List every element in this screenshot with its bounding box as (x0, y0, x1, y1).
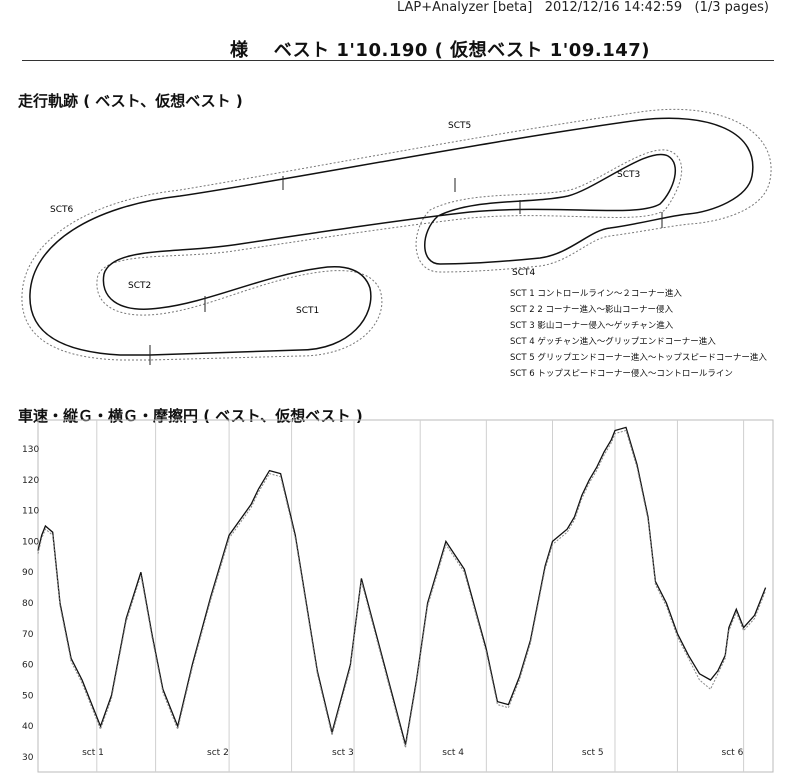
legend-item: SCT 3 影山コーナー侵入～ゲッチャン進入 (510, 321, 674, 331)
x-sector-label: sct 3 (332, 748, 354, 758)
sector-label-1: SCT1 (296, 306, 319, 316)
y-tick-label: 50 (22, 691, 34, 701)
legend-item: SCT 5 グリップエンドコーナー進入～トップスピードコーナー進入 (510, 353, 767, 363)
track-heading: 走行軌跡 ( ベスト、仮想ベスト ) (18, 92, 243, 110)
y-tick-label: 70 (22, 630, 34, 640)
sector-legend: SCT 1 コントロールライン～２コーナー進入 SCT 2 2 コーナー進入～影… (510, 286, 767, 382)
y-tick-label: 40 (22, 722, 34, 732)
sector-label-4: SCT4 (512, 268, 535, 278)
y-tick-label: 60 (22, 661, 34, 671)
app-name: LAP+Analyzer [beta] (396, 0, 533, 15)
speed-series-line-1 (37, 426, 767, 745)
legend-item: SCT 6 トップスピードコーナー侵入～コントロールライン (510, 369, 733, 379)
legend-item: SCT 1 コントロールライン～２コーナー進入 (510, 289, 682, 299)
sector-label-6: SCT6 (50, 205, 73, 215)
track-path-virtual (21, 108, 772, 361)
y-tick-label: 90 (22, 568, 34, 578)
legend-item: SCT 2 2 コーナー進入～影山コーナー侵入 (510, 305, 673, 315)
title-underline (22, 60, 774, 61)
y-tick-label: 120 (22, 476, 39, 486)
page-header: LAP+Analyzer [beta] 2012/12/16 14:42:59 … (397, 0, 769, 15)
page-count: (1/3 pages) (694, 0, 769, 15)
plot-frame (37, 419, 774, 773)
x-sector-label: sct 2 (207, 748, 229, 758)
legend-item: SCT 4 ゲッチャン進入～グリップエンドコーナー進入 (510, 337, 716, 347)
x-sector-label: sct 1 (82, 748, 104, 758)
y-tick-label: 100 (22, 537, 39, 547)
x-sector-label: sct 5 (582, 748, 604, 758)
sector-label-5: SCT5 (448, 121, 471, 131)
y-tick-label: 110 (22, 507, 39, 517)
sector-label-2: SCT2 (128, 281, 151, 291)
y-tick-label: 80 (22, 599, 34, 609)
page-title: 様 ベスト 1'10.190 ( 仮想ベスト 1'09.147) (230, 40, 650, 61)
track-path-best (29, 117, 754, 356)
sector-label-3: SCT3 (617, 170, 640, 180)
x-sector-label: sct 6 (722, 748, 744, 758)
y-tick-label: 130 (22, 445, 39, 455)
x-sector-label: sct 4 (442, 748, 464, 758)
speed-series-line-2 (37, 429, 767, 748)
datetime: 2012/12/16 14:42:59 (544, 0, 683, 15)
y-tick-label: 30 (22, 753, 34, 763)
